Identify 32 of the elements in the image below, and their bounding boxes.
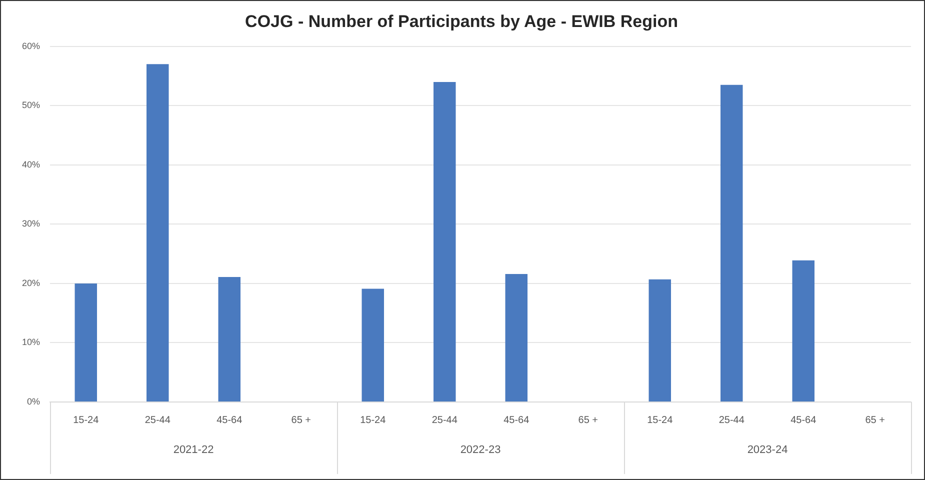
y-tick-label: 30% — [22, 218, 40, 229]
x-tick-label: 45-64 — [790, 414, 817, 426]
text: 2022-23 — [460, 444, 501, 456]
x-tick-label: 65 + — [578, 414, 598, 426]
y-tick-label: 40% — [22, 159, 40, 170]
bar — [434, 82, 456, 402]
bar — [648, 279, 671, 402]
x-tick-label: 15-24 — [647, 414, 674, 426]
x-tick-label: 45-64 — [504, 414, 530, 426]
bar — [720, 84, 743, 402]
y-tick-label: 50% — [22, 100, 40, 110]
x-tick-label: 15-24 — [360, 414, 386, 426]
y-tick-label: 20% — [22, 278, 40, 288]
x-tick-label: 25-44 — [718, 414, 745, 426]
bar — [74, 283, 98, 402]
x-tick-label: 65 + — [291, 414, 312, 426]
bar — [792, 260, 814, 402]
bar — [362, 288, 384, 402]
x-tick-label: 65 + — [865, 414, 886, 426]
x-tick-label: 45-64 — [216, 414, 243, 426]
bar — [505, 274, 528, 402]
bar — [146, 64, 169, 402]
x-tick-label: 25-44 — [144, 414, 171, 426]
x-tick-label: 15-24 — [73, 414, 100, 426]
bar — [218, 276, 241, 402]
chart-title: COJG - Number of Participants by Age - EWIB Region — [245, 12, 678, 31]
y-tick-label: 10% — [22, 337, 40, 348]
y-tick-label: 0% — [27, 396, 40, 406]
text: 2021-22 — [173, 444, 214, 456]
x-tick-label: 25-44 — [432, 414, 458, 426]
text: 2023-24 — [747, 444, 788, 456]
y-tick-label: 60% — [22, 40, 40, 51]
